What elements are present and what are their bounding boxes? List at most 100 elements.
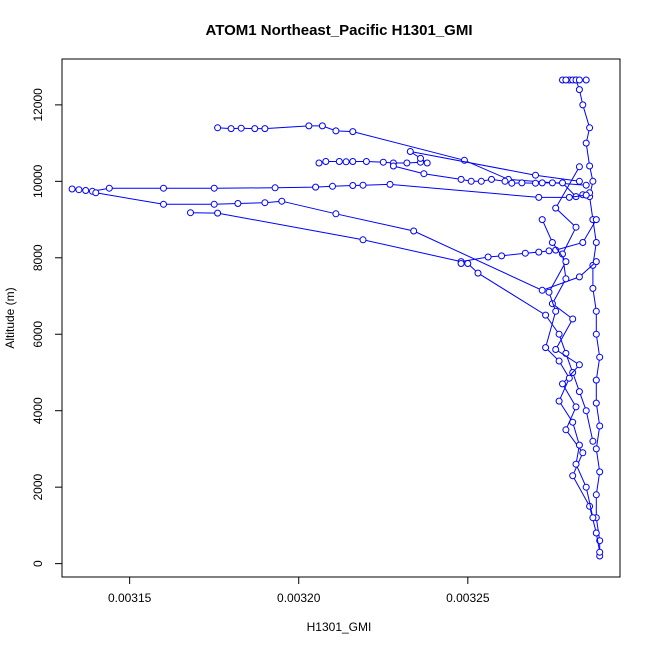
data-point [417,154,424,162]
data-point [349,158,357,165]
x-tick-label: 0.00320 [277,591,321,605]
data-point [92,189,100,197]
series-line [190,212,597,263]
data-point [562,76,570,84]
data-point [596,548,604,556]
data-point [521,249,529,257]
data-point [68,185,76,193]
data-point [278,197,286,205]
data-point [545,288,553,296]
series-leg-9200 [187,209,600,266]
data-point [477,177,485,185]
data-point [555,357,563,365]
data-point [508,179,516,187]
data-point [342,158,350,166]
data-point [565,374,573,382]
data-point [575,177,583,185]
data-point [406,148,414,155]
y-axis-label: Altitude (m) [3,287,17,348]
data-point [535,193,543,201]
series-line [95,192,597,291]
data-point [474,269,482,277]
data-point [565,193,573,201]
series-level-12650 [559,76,583,84]
y-tick-label: 12000 [31,88,45,122]
data-point [210,184,218,192]
data-point [349,128,357,136]
data-point [261,199,269,207]
data-point [548,239,556,246]
data-point [532,171,539,179]
series-line [217,125,587,186]
data-point [82,187,90,194]
x-axis: 0.00315 0.00320 0.00325 [108,576,490,605]
data-point [467,177,475,185]
series-spiral-b [538,216,597,522]
data-point [569,315,577,323]
y-tick-label: 8000 [31,244,45,271]
series-leg-9800 [68,180,590,201]
data-point [305,122,313,130]
data-point [315,159,323,167]
series-leg-9400 [92,189,600,294]
data-point [569,472,577,480]
data-point [410,227,418,235]
data-point [329,182,336,190]
data-point [552,307,560,315]
series-line [393,165,590,198]
data-point [592,445,600,453]
data-point [542,311,550,319]
data-point [535,248,543,256]
series-line [461,263,594,442]
y-tick-label: 6000 [31,321,45,348]
data-point [498,252,506,260]
data-point [538,216,546,224]
data-point [589,177,597,185]
data-point [386,180,394,188]
data-point [579,239,587,246]
data-point [160,200,167,208]
data-point [575,163,583,171]
y-tick-label: 2000 [31,473,45,500]
data-point [160,184,167,192]
data-point [596,468,604,476]
series-leg-10500 [315,148,583,185]
data-point [559,179,566,187]
data-point [484,253,492,261]
data-point [579,449,587,457]
series-layer [68,76,604,560]
data-point [379,158,387,166]
data-point [545,247,553,255]
data-point [589,514,597,522]
data-point [592,307,600,315]
data-point [332,210,340,218]
data-point [420,170,428,178]
data-point [596,353,604,361]
data-point [559,380,566,388]
data-point [227,125,235,133]
data-point [457,260,465,267]
data-point [575,441,583,449]
data-point [214,209,222,217]
data-point [552,204,560,212]
data-point [592,258,600,266]
data-point [592,216,600,224]
data-point [501,177,509,185]
data-point [572,403,580,411]
data-point [75,186,83,194]
data-point [582,76,590,84]
data-point [592,376,600,384]
data-point [548,179,556,187]
data-point [322,158,330,165]
data-point [237,124,245,132]
y-tick-label: 10000 [31,164,45,198]
data-point [312,183,320,191]
data-point [349,182,357,189]
data-point [592,330,600,338]
data-point [214,124,222,132]
data-point [332,127,340,135]
data-point [362,158,370,165]
data-point [187,209,194,217]
data-point [582,181,590,189]
